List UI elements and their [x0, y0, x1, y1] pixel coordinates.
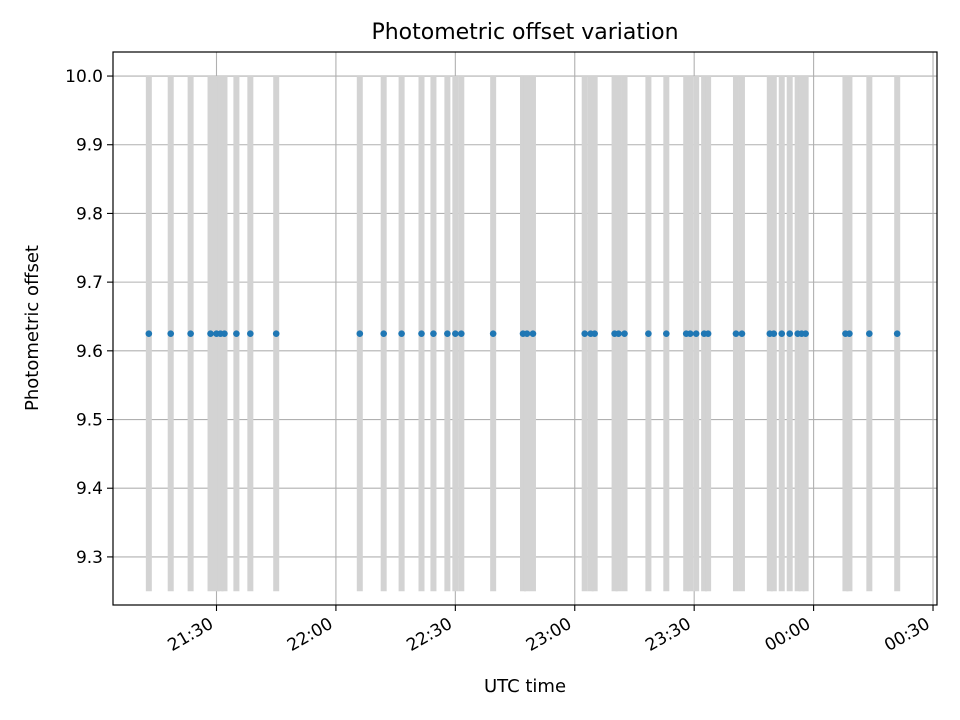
- data-point: [529, 330, 537, 337]
- data-point: [581, 330, 589, 337]
- data-point: [452, 330, 459, 337]
- y-tick-label: 9.9: [76, 136, 103, 156]
- data-point: [802, 330, 809, 337]
- data-point: [846, 330, 853, 337]
- data-point: [770, 330, 778, 337]
- data-point: [187, 330, 194, 337]
- data-point: [233, 330, 240, 337]
- y-tick-label: 9.8: [76, 204, 103, 224]
- data-point: [458, 330, 465, 337]
- data-point: [489, 330, 497, 337]
- data-point: [167, 330, 175, 337]
- data-point: [738, 330, 746, 337]
- data-point: [398, 330, 405, 337]
- data-point: [786, 330, 794, 337]
- data-point: [704, 330, 712, 337]
- y-tick-label: 9.3: [76, 548, 103, 568]
- data-point: [692, 330, 700, 337]
- data-point: [663, 330, 670, 337]
- data-point: [418, 330, 425, 337]
- plot-frame: [112, 51, 938, 606]
- data-point: [523, 330, 531, 337]
- data-point: [272, 330, 280, 337]
- data-point: [207, 330, 214, 337]
- data-point: [444, 330, 451, 337]
- data-point: [615, 330, 622, 337]
- data-point: [621, 330, 628, 337]
- data-point: [893, 330, 901, 337]
- y-tick-label: 9.4: [76, 479, 103, 499]
- data-point: [732, 330, 740, 337]
- data-point: [645, 330, 652, 337]
- y-axis-label: Photometric offset: [22, 245, 43, 411]
- y-tick-label: 9.7: [76, 273, 103, 293]
- data-point: [221, 330, 228, 337]
- y-tick-label: 10.0: [65, 67, 103, 87]
- x-axis-label: UTC time: [484, 676, 566, 697]
- data-point: [356, 330, 364, 337]
- y-tick-label: 9.5: [76, 411, 103, 431]
- data-point: [591, 330, 598, 337]
- data-point: [380, 330, 387, 337]
- data-point: [430, 330, 437, 337]
- data-point: [778, 330, 786, 337]
- chart-title: Photometric offset variation: [371, 20, 678, 45]
- data-point: [145, 330, 153, 337]
- y-axis: 9.3 9.4 9.5 9.6 9.7 9.8 9.9 10.0: [65, 67, 113, 568]
- y-tick-label: 9.6: [76, 342, 103, 362]
- point-layer: [145, 330, 901, 337]
- data-point: [686, 330, 694, 337]
- data-point: [247, 330, 254, 337]
- data-point: [866, 330, 873, 337]
